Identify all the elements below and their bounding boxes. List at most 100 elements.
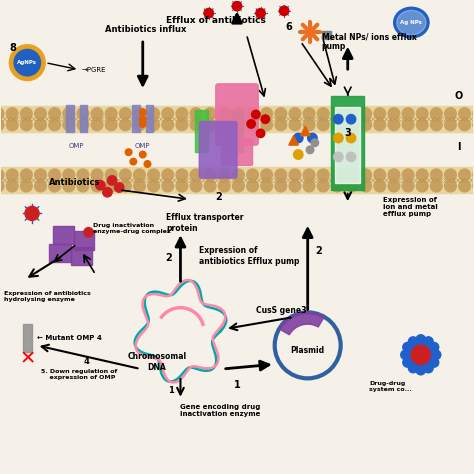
Bar — [74, 231, 94, 250]
Circle shape — [374, 119, 386, 131]
Circle shape — [459, 169, 470, 181]
Text: OMP: OMP — [69, 143, 84, 149]
Text: Plasmid: Plasmid — [291, 346, 325, 355]
Circle shape — [374, 169, 386, 181]
Circle shape — [63, 169, 74, 181]
Bar — [66, 119, 73, 132]
Circle shape — [275, 108, 287, 119]
Circle shape — [9, 45, 45, 81]
Bar — [132, 119, 139, 132]
Text: ← Mutant OMP 4: ← Mutant OMP 4 — [36, 335, 101, 341]
Circle shape — [77, 180, 89, 192]
Circle shape — [416, 169, 428, 181]
Text: Antibiotics: Antibiotics — [48, 178, 100, 187]
Text: CusS gene: CusS gene — [256, 306, 301, 315]
Circle shape — [360, 169, 372, 181]
Circle shape — [360, 108, 372, 119]
Circle shape — [134, 180, 145, 192]
Circle shape — [289, 108, 301, 119]
Circle shape — [416, 180, 428, 192]
Circle shape — [190, 119, 202, 131]
Text: Efflux transporter
protein: Efflux transporter protein — [166, 213, 244, 233]
Circle shape — [279, 6, 289, 16]
Circle shape — [35, 108, 46, 119]
Circle shape — [261, 115, 270, 123]
Circle shape — [0, 119, 4, 131]
Bar — [23, 324, 32, 353]
Circle shape — [148, 180, 159, 192]
Circle shape — [430, 119, 442, 131]
Circle shape — [473, 119, 474, 131]
Circle shape — [404, 338, 438, 371]
Circle shape — [388, 119, 400, 131]
Circle shape — [233, 108, 244, 119]
Circle shape — [346, 152, 356, 162]
Circle shape — [459, 119, 470, 131]
Circle shape — [20, 108, 32, 119]
Circle shape — [416, 108, 428, 119]
Circle shape — [473, 108, 474, 119]
Bar — [80, 119, 87, 132]
Circle shape — [139, 109, 146, 116]
Circle shape — [0, 108, 4, 119]
Circle shape — [256, 129, 265, 137]
Circle shape — [303, 169, 315, 181]
Text: Efflux of antibiotics: Efflux of antibiotics — [166, 16, 266, 25]
Circle shape — [219, 169, 230, 181]
Circle shape — [233, 180, 244, 192]
Circle shape — [190, 180, 202, 192]
Circle shape — [252, 110, 260, 118]
Bar — [66, 105, 73, 118]
Circle shape — [63, 108, 74, 119]
Circle shape — [256, 9, 265, 18]
Bar — [132, 105, 139, 118]
Circle shape — [360, 119, 372, 131]
Circle shape — [119, 108, 131, 119]
Text: 4: 4 — [83, 357, 89, 366]
Circle shape — [134, 108, 145, 119]
Circle shape — [96, 181, 105, 190]
Text: Expression of antibiotics
hydrolysing enzyme: Expression of antibiotics hydrolysing en… — [4, 291, 91, 302]
Circle shape — [219, 180, 230, 192]
Circle shape — [204, 119, 216, 131]
Circle shape — [7, 180, 18, 192]
Circle shape — [233, 119, 244, 131]
Circle shape — [148, 119, 159, 131]
Circle shape — [91, 180, 103, 192]
Circle shape — [275, 119, 287, 131]
Circle shape — [331, 180, 343, 192]
Circle shape — [346, 115, 356, 124]
Bar — [0, 106, 474, 132]
Circle shape — [289, 119, 301, 131]
Text: O: O — [455, 91, 463, 100]
Circle shape — [148, 108, 159, 119]
Circle shape — [91, 108, 103, 119]
Circle shape — [424, 364, 433, 373]
Circle shape — [35, 180, 46, 192]
Circle shape — [204, 169, 216, 181]
Circle shape — [331, 119, 343, 131]
Circle shape — [261, 169, 273, 181]
Circle shape — [190, 169, 202, 181]
Circle shape — [293, 133, 303, 143]
Circle shape — [115, 183, 124, 192]
Circle shape — [25, 206, 39, 220]
Wedge shape — [279, 312, 324, 335]
Circle shape — [63, 119, 74, 131]
Circle shape — [7, 108, 18, 119]
Circle shape — [308, 133, 317, 143]
FancyBboxPatch shape — [216, 84, 258, 145]
Text: 3: 3 — [301, 306, 306, 315]
Circle shape — [388, 169, 400, 181]
Circle shape — [289, 180, 301, 192]
Text: 2: 2 — [215, 192, 221, 202]
Circle shape — [232, 1, 242, 11]
Bar — [48, 244, 71, 262]
Circle shape — [445, 108, 456, 119]
Bar — [71, 247, 92, 265]
Circle shape — [346, 108, 357, 119]
Circle shape — [346, 133, 356, 143]
Text: Metal NPs/ ions efflux
pump: Metal NPs/ ions efflux pump — [322, 32, 417, 51]
Circle shape — [119, 169, 131, 181]
Circle shape — [204, 108, 216, 119]
